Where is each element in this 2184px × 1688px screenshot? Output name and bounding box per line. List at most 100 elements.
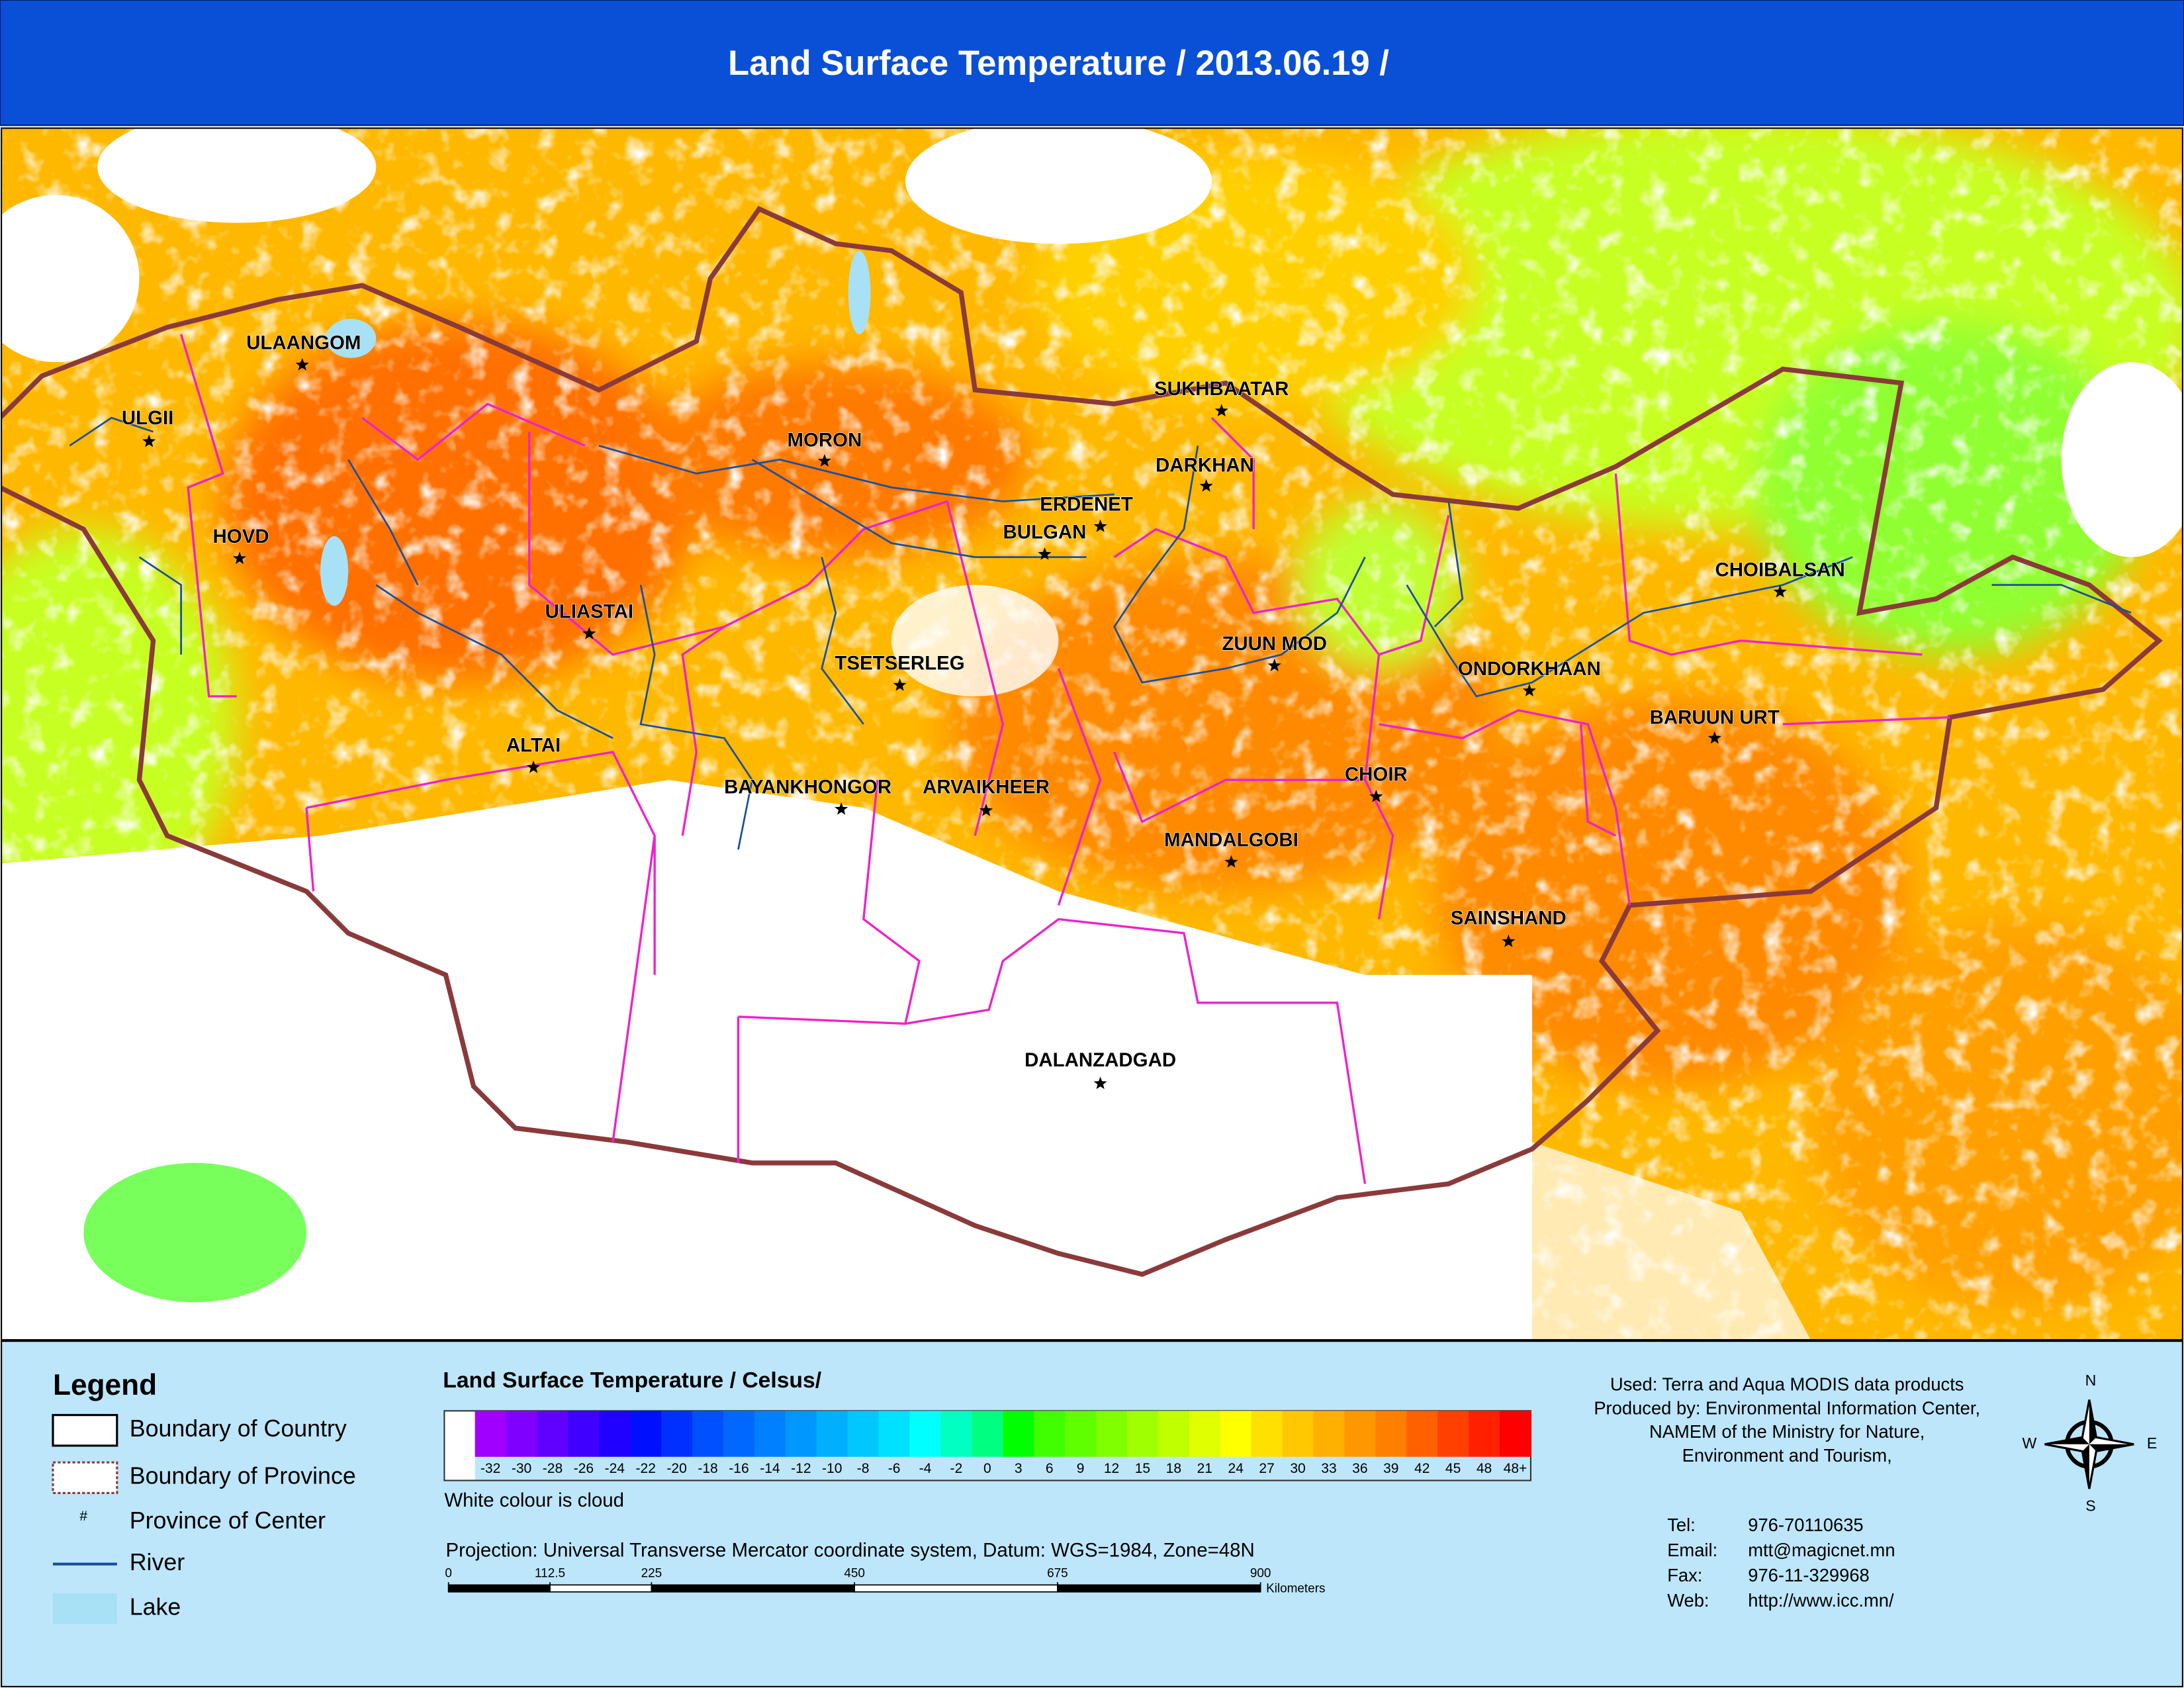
place-star [817,453,832,467]
color-swatch [1096,1411,1128,1457]
color-label: 48 [1477,1461,1492,1476]
place-label: ULAANGOM [246,332,361,353]
legend-item: Lake [130,1594,181,1620]
color-swatch [1220,1411,1252,1457]
scale-label: 112.5 [535,1566,565,1580]
color-label: -2 [950,1461,963,1476]
compass-e: E [2147,1434,2157,1452]
place-star [1214,404,1228,417]
contact-label: Email: [1667,1540,1717,1560]
place-star [1093,1076,1107,1090]
color-label: -28 [543,1461,563,1476]
compass-n: N [2085,1372,2097,1389]
legend-title: Legend [53,1369,157,1401]
color-swatch [1282,1411,1314,1457]
scale-unit: Kilometers [1266,1582,1325,1596]
color-label: 39 [1383,1461,1398,1476]
color-swatch [1003,1411,1035,1457]
color-label: 6 [1046,1461,1054,1476]
color-label: 36 [1352,1461,1367,1476]
legend-item: Boundary of Country [130,1415,347,1442]
color-swatch [878,1411,911,1457]
place-star [1502,934,1516,947]
color-swatch [661,1411,693,1457]
cloud-swatch [444,1411,475,1481]
color-swatch [847,1411,880,1457]
color-label: 45 [1445,1461,1461,1476]
contact-label: Web: [1667,1590,1709,1611]
credit-line: Produced by: Environmental Information C… [1594,1397,1980,1418]
place-label: MANDALGOBI [1164,829,1298,851]
place-star [1267,659,1281,672]
color-swatch [1406,1411,1439,1457]
credit-line: NAMEM of the Ministry for Nature, [1649,1421,1925,1442]
place-label: DARKHAN [1156,455,1254,477]
scale-label: 450 [844,1566,865,1580]
place-label: CHOIBALSAN [1715,559,1845,581]
place-label: ARVAIKHEER [923,776,1050,798]
color-label: -12 [791,1461,811,1476]
color-label: 33 [1321,1461,1336,1476]
place-star [232,551,247,565]
title: Land Surface Temperature / 2013.06.19 / [728,44,1389,83]
scale-label: 225 [641,1566,662,1580]
place-star [1224,855,1238,868]
place-label: HOVD [213,526,269,547]
color-label: -4 [919,1461,932,1476]
place-star [979,803,993,816]
color-swatch [1500,1411,1531,1457]
color-label: -18 [698,1461,717,1476]
color-swatch [785,1411,817,1457]
color-swatch [537,1411,569,1457]
color-label: -8 [857,1461,870,1476]
contact-value: 976-11-329968 [1748,1565,1869,1585]
color-label: 21 [1197,1461,1212,1476]
color-label: -24 [605,1461,625,1476]
color-label: 42 [1414,1461,1430,1476]
contact-value: 976-70110635 [1748,1515,1863,1535]
place-star [893,678,907,691]
color-swatch [1251,1411,1283,1457]
color-label: -26 [574,1461,594,1476]
place-star [1522,684,1536,696]
place-star [1093,519,1107,532]
place-label: ULIASTAI [545,601,633,623]
color-swatch [1344,1411,1377,1457]
color-swatch [599,1411,631,1457]
color-label: -6 [888,1461,901,1476]
scale-segment [651,1584,856,1593]
color-swatch [909,1411,942,1457]
credit-line: Used: Terra and Aqua MODIS data products [1610,1374,1964,1395]
place-label: BARUUN URT [1650,706,1780,728]
color-label: 30 [1290,1461,1305,1476]
color-swatch [568,1411,600,1457]
color-swatch [1126,1411,1159,1457]
place-label: ULGII [122,407,174,429]
color-label: 3 [1015,1461,1023,1476]
color-label: -22 [636,1461,656,1476]
map-raster [1,128,2183,1340]
color-swatch [816,1411,848,1457]
scale-segment [1057,1584,1261,1593]
contact-label: Fax: [1667,1565,1702,1585]
contact-value: mtt@magicnet.mn [1748,1540,1895,1560]
color-swatch [723,1411,755,1457]
scale-segment [854,1584,1058,1593]
place-star [142,434,156,447]
color-label: 12 [1104,1461,1119,1476]
color-swatch [1469,1411,1500,1457]
place-star [526,760,541,773]
legend-item: River [130,1549,185,1575]
credit-line: Environment and Tourism, [1682,1445,1892,1466]
place-label: ZUUN MOD [1222,633,1327,655]
color-label: -20 [666,1461,686,1476]
color-swatch [754,1411,786,1457]
place-label: BULGAN [1003,522,1086,543]
color-swatch [692,1411,724,1457]
place-label: MORON [787,430,862,451]
color-label: 48+ [1504,1461,1527,1476]
color-label: 18 [1166,1461,1181,1476]
scale-segment [447,1584,551,1593]
place-label: ERDENET [1040,494,1133,516]
